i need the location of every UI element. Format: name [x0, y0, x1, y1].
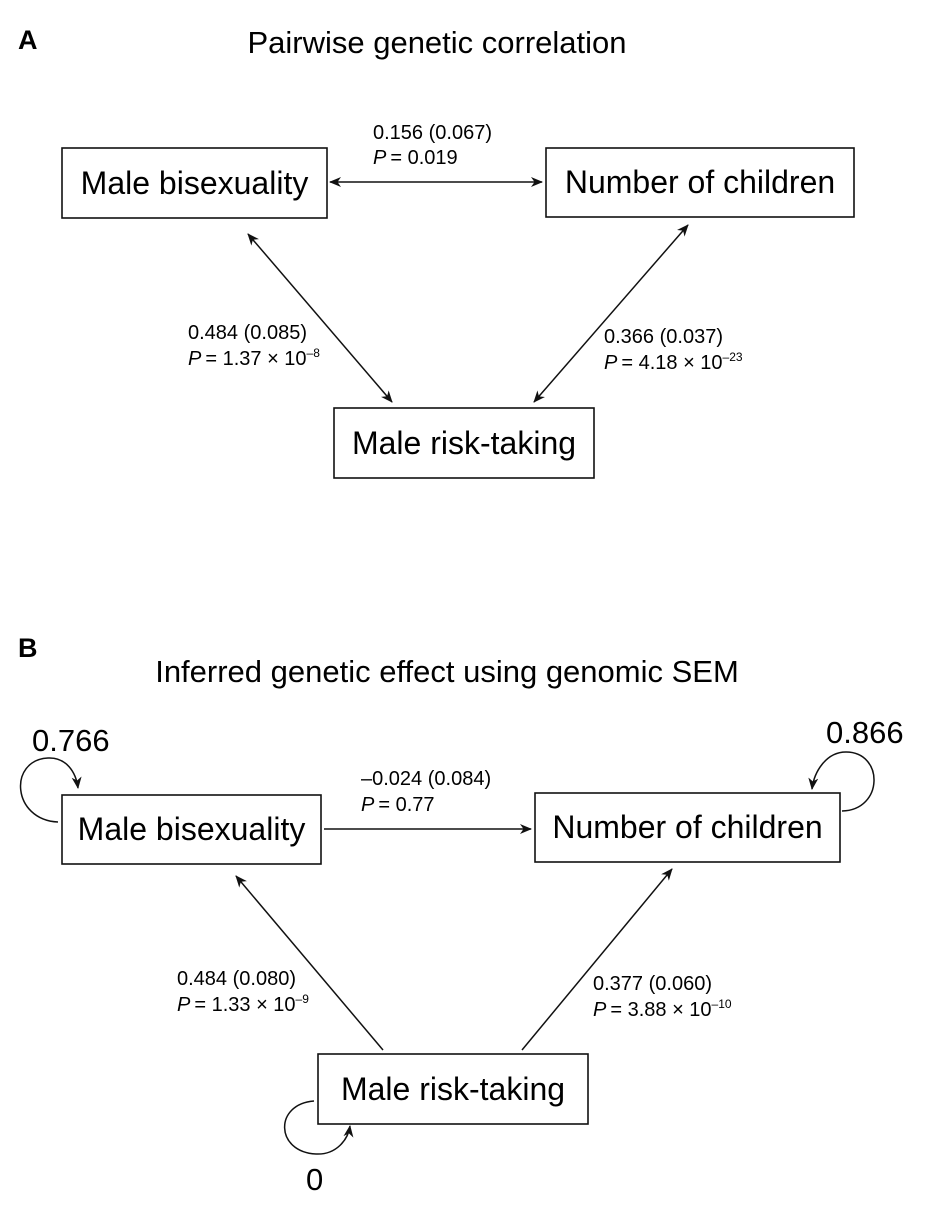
node-label: Male risk-taking: [352, 425, 576, 461]
edge-b-risk-to-children: [521, 868, 673, 1051]
variance-value-risk: 0: [306, 1162, 323, 1197]
node-b-male-risk-taking: Male risk-taking: [317, 1053, 589, 1125]
panel-a-title: Pairwise genetic correlation: [247, 25, 626, 60]
variance-value-children: 0.866: [826, 715, 904, 750]
node-a-number-of-children: Number of children: [545, 147, 855, 218]
estimate-text: 0.377 (0.060): [593, 973, 712, 995]
variance-loop-risk: [283, 1100, 354, 1155]
p-value-text: P = 1.33 × 10–9: [177, 992, 309, 1016]
panel-b-label: B: [18, 633, 38, 663]
node-box: [317, 1053, 589, 1125]
variance-loop-children: [808, 751, 875, 812]
panel-b-title: Inferred genetic effect using genomic SE…: [155, 654, 739, 689]
estimate-text: 0.366 (0.037): [604, 326, 723, 348]
edge-label-a-children-risk: 0.366 (0.037) P = 4.18 × 10–23: [604, 326, 743, 374]
node-a-male-bisexuality: Male bisexuality: [61, 147, 328, 219]
p-value-text: P = 0.019: [373, 147, 458, 169]
edge-label-b-bisexuality-children: –0.024 (0.084) P = 0.77: [361, 768, 491, 816]
variance-loop-bisexuality: [19, 757, 82, 823]
p-value-text: P = 3.88 × 10–10: [593, 997, 732, 1021]
node-label: Male bisexuality: [81, 165, 309, 201]
edge-label-a-bisexuality-children: 0.156 (0.067) P = 0.019: [373, 122, 492, 169]
edge-a-children-risk: [533, 224, 689, 403]
node-b-male-bisexuality: Male bisexuality: [61, 794, 322, 865]
node-b-number-of-children: Number of children: [534, 792, 841, 863]
edge-a-bisexuality-risk: [247, 233, 393, 403]
node-label: Male risk-taking: [341, 1071, 565, 1107]
edge-label-b-risk-bisexuality: 0.484 (0.080) P = 1.33 × 10–9: [177, 968, 309, 1016]
estimate-text: 0.156 (0.067): [373, 122, 492, 144]
node-box: [534, 792, 841, 863]
panel-a: A Pairwise genetic correlation Male bise…: [18, 25, 855, 479]
node-box: [61, 794, 322, 865]
node-label: Male bisexuality: [78, 811, 306, 847]
panel-b: B Inferred genetic effect using genomic …: [18, 633, 904, 1197]
estimate-text: 0.484 (0.080): [177, 968, 296, 990]
estimate-text: 0.484 (0.085): [188, 322, 307, 344]
panel-a-label: A: [18, 25, 38, 55]
variance-value-bisexuality: 0.766: [32, 723, 110, 758]
node-box: [545, 147, 855, 218]
p-value-text: P = 4.18 × 10–23: [604, 350, 743, 374]
estimate-text: –0.024 (0.084): [361, 768, 491, 790]
edge-label-b-risk-children: 0.377 (0.060) P = 3.88 × 10–10: [593, 973, 732, 1021]
node-box: [333, 407, 595, 479]
node-label: Number of children: [552, 809, 822, 845]
node-label: Number of children: [565, 164, 835, 200]
p-value-text: P = 1.37 × 10–8: [188, 346, 320, 370]
node-a-male-risk-taking: Male risk-taking: [333, 407, 595, 479]
edge-label-a-bisexuality-risk: 0.484 (0.085) P = 1.37 × 10–8: [188, 322, 320, 370]
p-value-text: P = 0.77: [361, 794, 435, 816]
edge-b-risk-to-bisexuality: [235, 875, 384, 1051]
node-box: [61, 147, 328, 219]
